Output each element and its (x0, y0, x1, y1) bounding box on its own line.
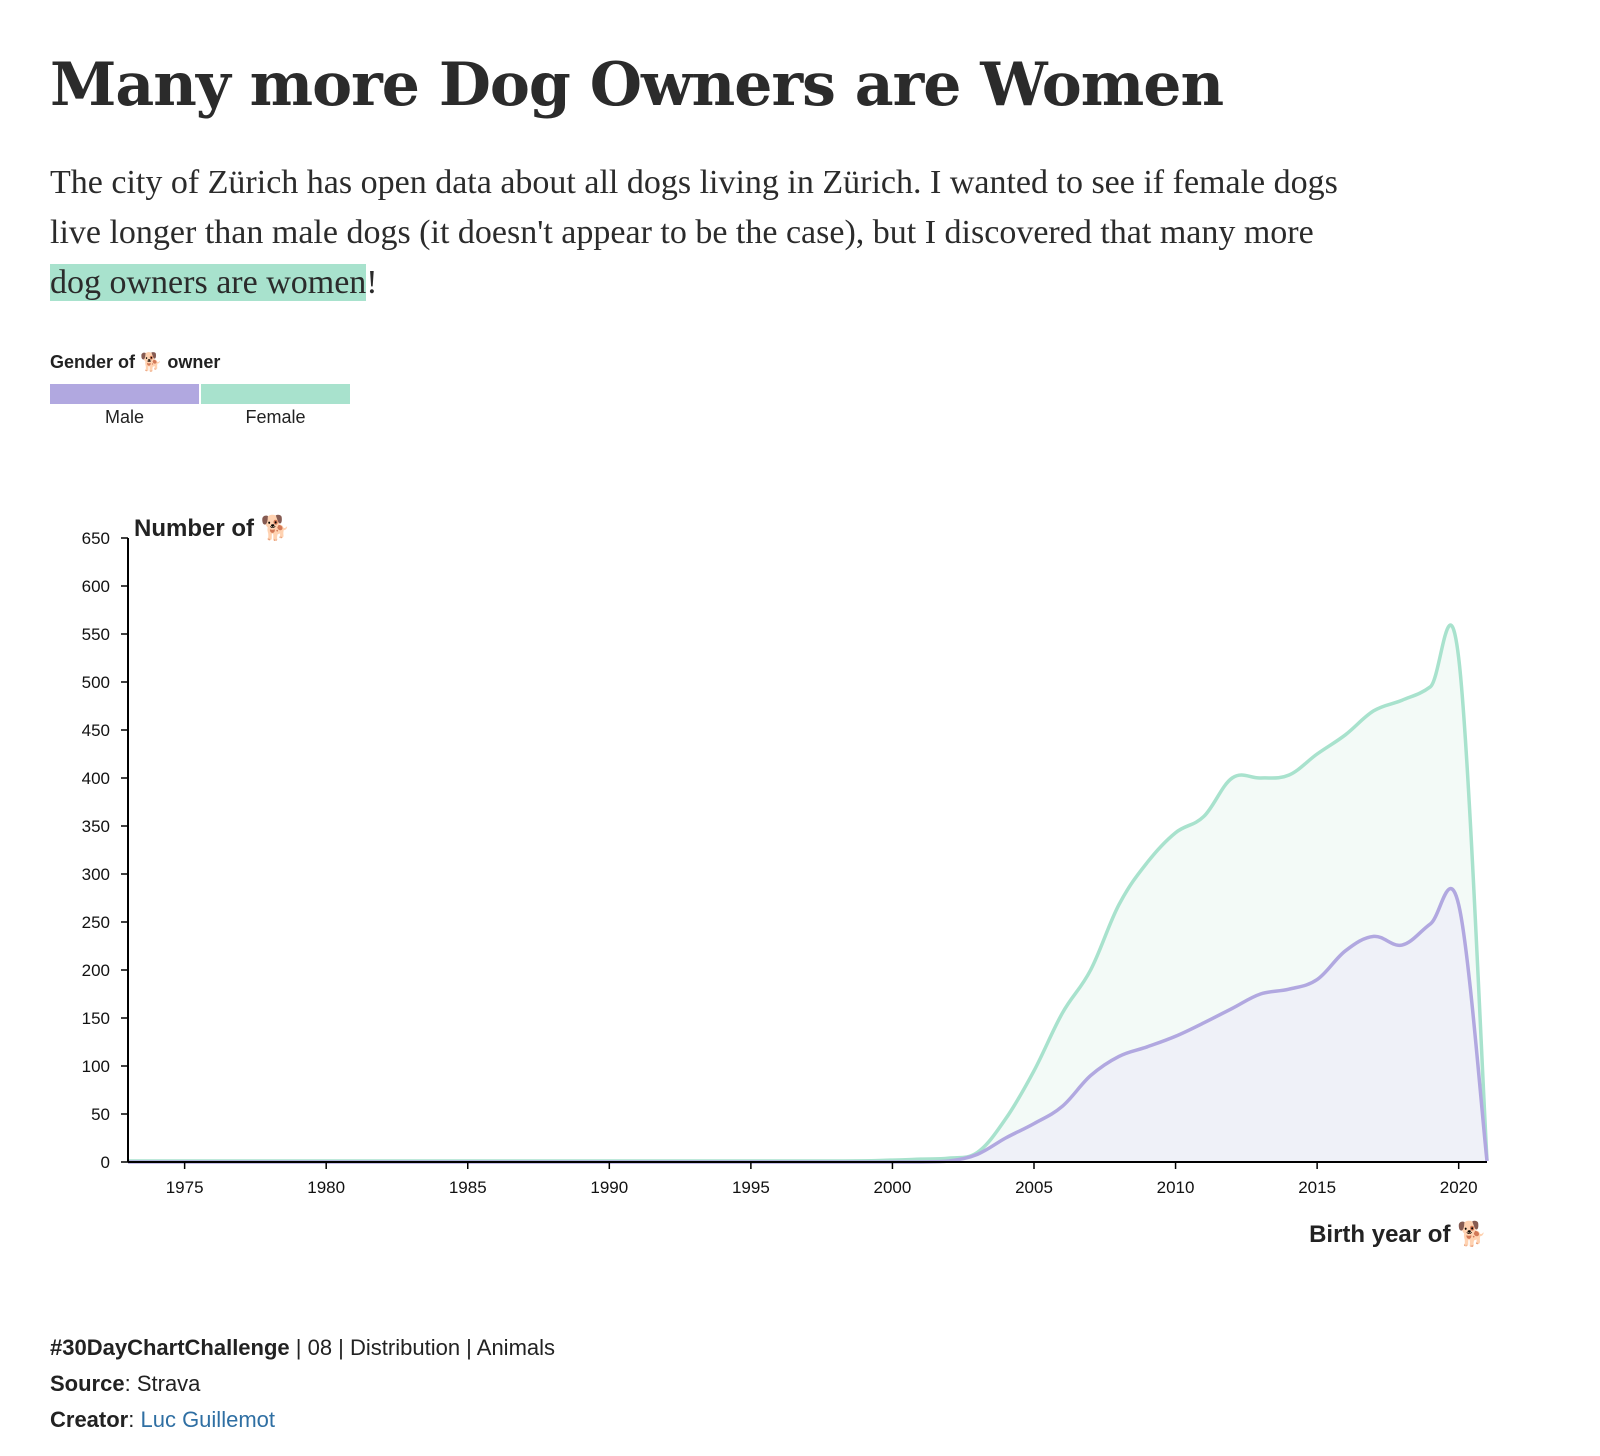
x-tick-label: 2000 (874, 1178, 912, 1197)
y-axis-title: Number of 🐕 (134, 514, 291, 542)
legend-label-female: Female (245, 407, 306, 427)
source-value: Strava (136, 1371, 201, 1396)
x-ticks: 1975 1980 1985 1990 1995 2000 2005 2010 2015 2020 (166, 1162, 1478, 1197)
footer-source-line: Source: Strava (50, 1371, 201, 1396)
legend-swatch-female (201, 384, 350, 404)
x-tick-label: 1990 (590, 1178, 628, 1197)
y-tick-label: 300 (82, 865, 110, 884)
x-tick-label: 2015 (1298, 1178, 1336, 1197)
x-tick-label: 2010 (1157, 1178, 1195, 1197)
intro-paragraph: The city of Zürich has open data about a… (50, 158, 1350, 308)
intro-highlight: dog owners are women (50, 264, 367, 301)
y-tick-label: 100 (82, 1057, 110, 1076)
intro-text: The city of Zürich has open data about a… (50, 164, 1338, 251)
y-tick-label: 600 (82, 577, 110, 596)
x-tick-label: 1995 (732, 1178, 770, 1197)
x-tick-label: 1985 (449, 1178, 487, 1197)
footer-creator-line: Creator: Luc Guillemot (50, 1407, 275, 1432)
x-tick-label: 2020 (1440, 1178, 1478, 1197)
challenge-hashtag: #30DayChartChallenge (50, 1335, 290, 1360)
axis-layer: 050100150200250300350400450500550600650 … (82, 529, 1487, 1197)
y-tick-label: 500 (82, 673, 110, 692)
y-tick-label: 450 (82, 721, 110, 740)
x-axis-title: Birth year of 🐕 (1309, 1220, 1487, 1248)
y-tick-label: 350 (82, 817, 110, 836)
series-area-female (128, 625, 1487, 1162)
y-tick-label: 250 (82, 913, 110, 932)
y-tick-label: 150 (82, 1009, 110, 1028)
y-ticks: 0 50 100 150 200 250 300 350 400 450 500 550 600 650 (82, 529, 128, 1172)
footer: #30DayChartChallenge | 08 | Distribution… (50, 1330, 555, 1438)
y-tick-label: 550 (82, 625, 110, 644)
y-tick-label: 650 (82, 529, 110, 548)
x-tick-label: 1975 (166, 1178, 204, 1197)
x-tick-label: 1980 (307, 1178, 345, 1197)
creator-label: Creator (50, 1407, 129, 1432)
source-label: Source (50, 1371, 125, 1396)
x-tick-label: 2005 (1015, 1178, 1053, 1197)
y-tick-label: 50 (91, 1105, 110, 1124)
challenge-details: | 08 | Distribution | Animals (289, 1335, 556, 1360)
y-tick-label: 0 (101, 1153, 110, 1172)
page-title: Many more Dog Owners are Women (50, 50, 1224, 120)
y-tick-label: 200 (82, 961, 110, 980)
series-layer (127, 623, 1489, 1164)
legend-swatch-male (50, 384, 199, 404)
legend-label-male: Male (104, 407, 144, 427)
area-chart: 050100150200250300350400450500550600650 … (82, 514, 1489, 1248)
legend-title: Gender of 🐕 owner (50, 352, 221, 372)
series-area-male (128, 888, 1487, 1162)
y-tick-label: 400 (82, 769, 110, 788)
creator-link[interactable]: Luc Guillemot (140, 1407, 275, 1432)
footer-challenge-line: #30DayChartChallenge | 08 | Distribution… (50, 1330, 555, 1366)
intro-text-end: ! (366, 264, 378, 301)
